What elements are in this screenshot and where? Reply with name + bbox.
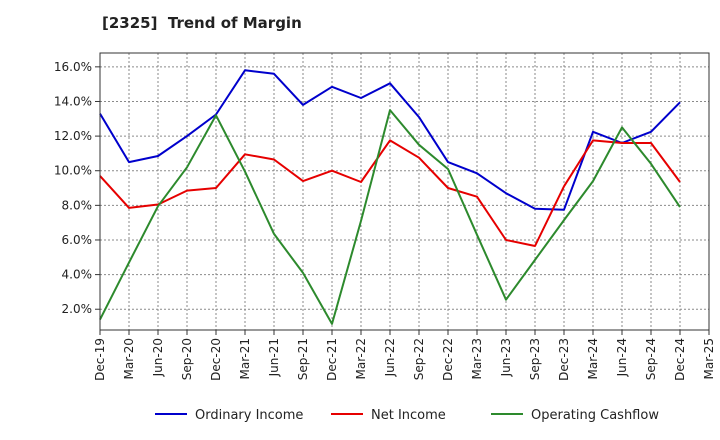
y-tick-label: 2.0% [62, 302, 93, 316]
x-tick-label: Mar-24 [586, 338, 600, 379]
x-tick-label: Mar-21 [238, 338, 252, 379]
x-tick-label: Jun-22 [383, 338, 397, 377]
x-tick-label: Dec-23 [557, 338, 571, 381]
legend-label-ordinary-income: Ordinary Income [195, 408, 303, 423]
series-lines [99, 69, 681, 325]
x-tick-label: Jun-21 [267, 338, 281, 377]
plot-area-frame [99, 52, 710, 331]
x-tick-label: Mar-22 [354, 338, 368, 379]
x-tick-label: Sep-24 [644, 338, 658, 380]
x-tick-label: Mar-20 [122, 338, 136, 379]
x-tick-label: Dec-22 [441, 338, 455, 381]
x-tick-label: Dec-21 [325, 338, 339, 381]
x-tick-label: Sep-20 [180, 338, 194, 380]
y-tick-label: 4.0% [62, 268, 93, 282]
y-axis: 2.0% 4.0% 6.0% 8.0% 10.0% 12.0% 14.0% 16.0% [54, 60, 100, 316]
y-tick-label: 14.0% [54, 94, 92, 108]
x-tick-label: Jun-24 [615, 338, 629, 377]
gridlines [99, 53, 710, 330]
y-tick-label: 6.0% [62, 233, 93, 247]
x-tick-label: Sep-21 [296, 338, 310, 380]
x-tick-label: Jun-20 [151, 338, 165, 377]
x-tick-label: Sep-23 [528, 338, 542, 380]
legend-label-net-income: Net Income [371, 408, 446, 423]
chart-title: [2325] Trend of Margin [102, 14, 302, 32]
y-tick-label: 16.0% [54, 60, 92, 74]
x-tick-label: Dec-24 [673, 338, 687, 381]
x-tick-label: Dec-19 [93, 338, 107, 381]
y-tick-label: 8.0% [62, 198, 93, 212]
x-tick-label: Sep-22 [412, 338, 426, 380]
ordinary-income-line [99, 69, 681, 211]
x-tick-label: Jun-23 [499, 338, 513, 377]
y-tick-label: 12.0% [54, 129, 92, 143]
y-tick-label: 10.0% [54, 164, 92, 178]
x-tick-label: Mar-23 [470, 338, 484, 379]
net-income-line [99, 139, 681, 247]
x-axis: Dec-19 Mar-20 Jun-20 Sep-20 Dec-20 Mar-21 Jun-… [93, 330, 716, 381]
x-tick-label: Dec-20 [209, 338, 223, 381]
legend-label-operating-cashflow: Operating Cashflow [531, 408, 659, 423]
operating-cashflow-line [99, 109, 681, 325]
x-tick-label: Mar-25 [702, 338, 716, 379]
legend: Ordinary Income Net Income Operating Cashf… [155, 408, 659, 423]
